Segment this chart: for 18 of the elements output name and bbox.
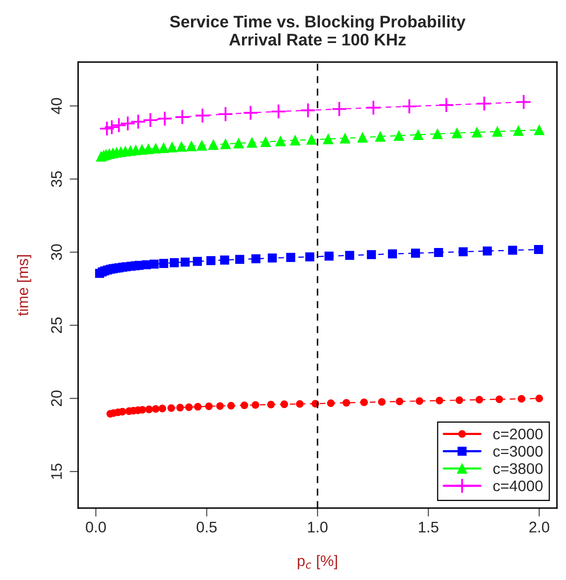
y-tick-label: 15	[51, 464, 62, 479]
chart-title: Service Time vs. Blocking Probability Arrival Rate = 100 KHz	[170, 15, 466, 46]
y-axis-title: time [ms]	[16, 255, 32, 316]
x-tick-label: 0.0	[86, 522, 106, 532]
x-tick-label: 1.0	[308, 522, 328, 532]
x-tick-label: 0.5	[196, 522, 217, 532]
x-tick-label: 1.5	[418, 522, 438, 532]
x-tick-label: 2.0	[529, 522, 550, 532]
legend-label: c=2000	[493, 428, 543, 440]
legend-label: c=3000	[493, 446, 543, 457]
y-tick-label: 25	[51, 317, 62, 334]
legend-label: c=4000	[493, 480, 543, 492]
y-tick-label: 30	[51, 244, 62, 260]
y-tick-label: 40	[51, 98, 62, 114]
legend-label: c=3800	[493, 463, 543, 474]
y-tick-label: 20	[51, 390, 62, 406]
y-tick-label: 35	[51, 171, 62, 187]
x-axis-title: p$_{c}$ [%]	[298, 554, 337, 570]
